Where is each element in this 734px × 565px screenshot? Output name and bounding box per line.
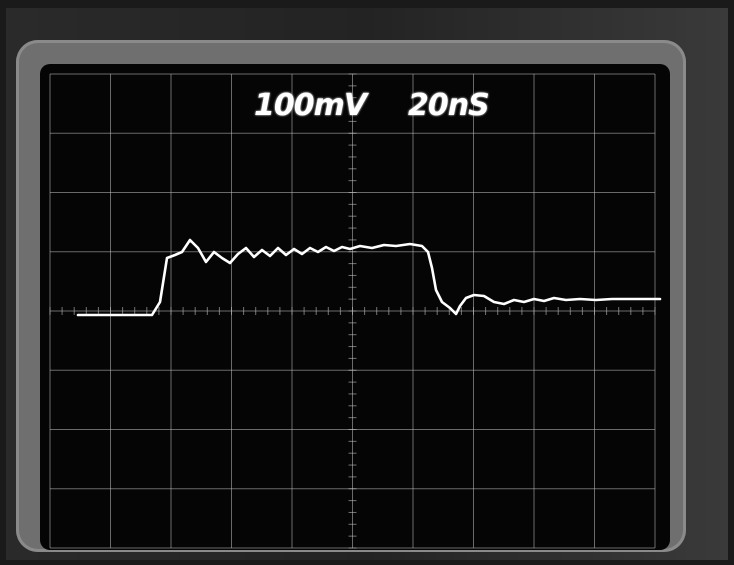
volts-per-div-readout: 100mV — [254, 88, 367, 123]
waveform-trace — [76, 238, 662, 317]
graticule-center-ticks — [49, 73, 656, 549]
time-per-div-readout: 20nS — [408, 88, 490, 123]
